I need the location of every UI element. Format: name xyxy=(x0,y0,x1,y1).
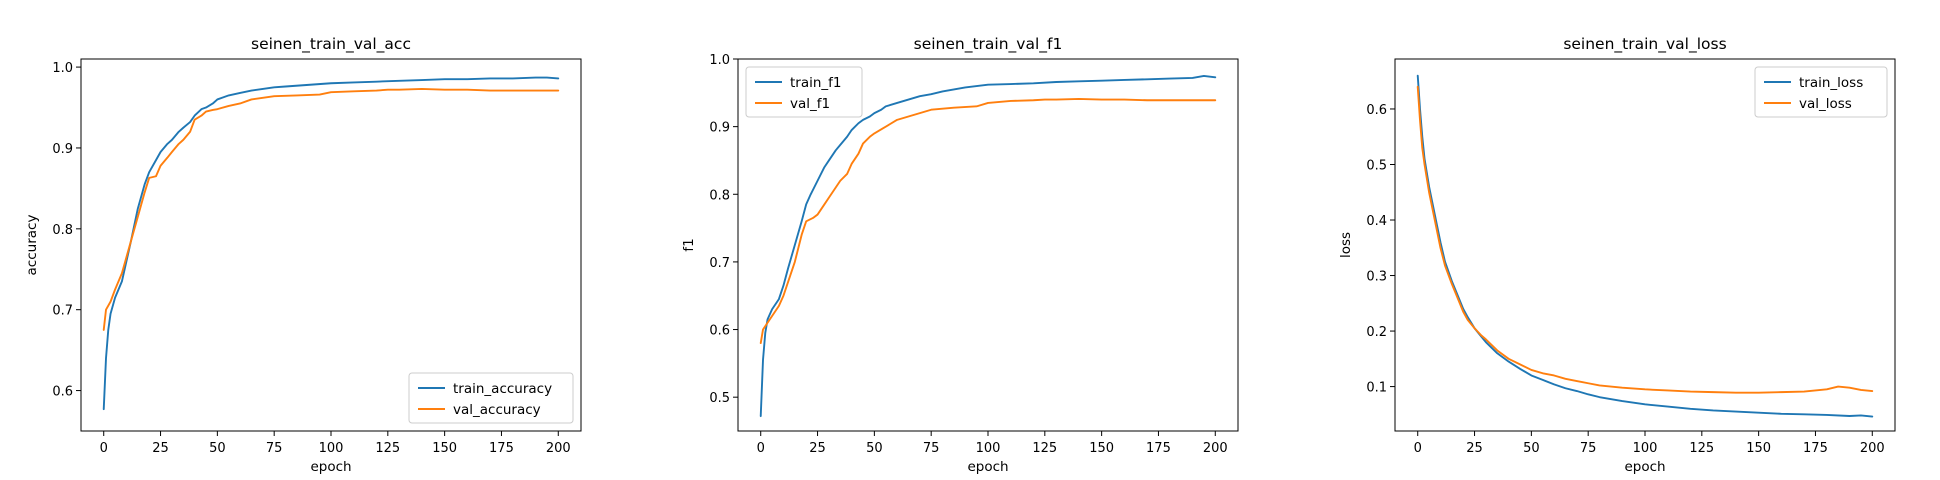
y-tick-label: 0.8 xyxy=(52,223,73,238)
x-tick-label: 25 xyxy=(152,441,169,456)
x-tick-label: 125 xyxy=(1032,441,1057,456)
plot-loss: seinen_train_val_loss epoch loss 0 25 50 75… xyxy=(1338,35,1896,475)
y-tick-label: 0.7 xyxy=(709,256,730,271)
plot-f1: seinen_train_val_f1 epoch f1 0 25 50 75 100 1… xyxy=(681,35,1239,475)
plot-area: 0 25 50 75 100 125 150 175 200 0.6 0.7 0.8 0.9 1.0 tra… xyxy=(52,58,582,456)
y-tick-label: 1.0 xyxy=(52,61,73,76)
x-tick-label: 200 xyxy=(1203,441,1228,456)
legend-label-train_accuracy: train_accuracy xyxy=(453,381,552,397)
chart-title: seinen_train_val_acc xyxy=(251,35,411,54)
series-line-val_loss xyxy=(1416,85,1874,394)
series-line-val_f1 xyxy=(759,97,1217,345)
chart-title: seinen_train_val_f1 xyxy=(914,35,1063,54)
x-tick-label: 0 xyxy=(757,441,765,456)
legend: train_f1 val_f1 xyxy=(745,66,863,118)
series-line-train_f1 xyxy=(759,74,1217,418)
legend-label-val_loss: val_loss xyxy=(1799,96,1852,112)
series-line-val_accuracy xyxy=(102,87,560,331)
x-tick-label: 100 xyxy=(319,441,344,456)
x-tick-label: 50 xyxy=(866,441,883,456)
plot-area: 0 25 50 75 100 125 150 175 200 0.5 0.6 0.7 0.8 0.9 1.0… xyxy=(709,53,1239,456)
y-axis-label: f1 xyxy=(681,238,697,251)
x-tick-label: 125 xyxy=(1689,441,1714,456)
y-tick-label: 0.5 xyxy=(1366,158,1387,173)
x-tick-label: 75 xyxy=(266,441,283,456)
x-tick-label: 200 xyxy=(546,441,571,456)
x-axis-label: epoch xyxy=(310,459,351,475)
x-tick-label: 200 xyxy=(1860,441,1885,456)
y-tick-label: 0.2 xyxy=(1366,325,1387,340)
legend-label-val_f1: val_f1 xyxy=(790,96,830,112)
x-tick-label: 150 xyxy=(1089,441,1114,456)
x-tick-label: 175 xyxy=(1146,441,1171,456)
chart-title: seinen_train_val_loss xyxy=(1563,35,1726,54)
y-tick-label: 0.4 xyxy=(1366,214,1387,229)
legend-box xyxy=(745,66,863,118)
y-tick-label: 0.9 xyxy=(52,142,73,157)
x-axis-label: epoch xyxy=(967,459,1008,475)
x-tick-label: 75 xyxy=(923,441,940,456)
y-tick-label: 1.0 xyxy=(709,53,730,68)
x-tick-label: 25 xyxy=(809,441,826,456)
y-tick-label: 0.3 xyxy=(1366,270,1387,285)
y-axis-label: loss xyxy=(1338,232,1354,258)
x-tick-label: 0 xyxy=(100,441,108,456)
series-line-train_accuracy xyxy=(102,76,560,411)
x-tick-label: 100 xyxy=(1633,441,1658,456)
plot-area: 0 25 50 75 100 125 150 175 200 0.1 0.2 0.3 0.4 0.5 0.6… xyxy=(1366,58,1896,456)
legend-label-train_f1: train_f1 xyxy=(790,75,842,91)
legend-box xyxy=(1754,66,1888,118)
x-tick-label: 0 xyxy=(1414,441,1422,456)
x-tick-label: 100 xyxy=(976,441,1001,456)
y-tick-label: 0.7 xyxy=(52,304,73,319)
legend: train_accuracy val_accuracy xyxy=(408,372,574,424)
x-tick-label: 150 xyxy=(1746,441,1771,456)
y-axis-label: accuracy xyxy=(24,215,40,276)
x-axis-label: epoch xyxy=(1624,459,1665,475)
x-tick-label: 175 xyxy=(1803,441,1828,456)
y-tick-label: 0.5 xyxy=(709,391,730,406)
y-tick-label: 0.9 xyxy=(709,121,730,136)
legend-label-val_accuracy: val_accuracy xyxy=(453,402,541,418)
x-tick-label: 50 xyxy=(209,441,226,456)
y-tick-label: 0.6 xyxy=(1366,103,1387,118)
x-tick-label: 150 xyxy=(432,441,457,456)
plot-accuracy: seinen_train_val_acc epoch accuracy 0 25 5… xyxy=(24,35,582,475)
legend-label-train_loss: train_loss xyxy=(1799,75,1863,91)
x-tick-label: 175 xyxy=(489,441,514,456)
legend: train_loss val_loss xyxy=(1754,66,1888,118)
x-tick-label: 125 xyxy=(375,441,400,456)
x-tick-label: 75 xyxy=(1580,441,1597,456)
y-tick-label: 0.6 xyxy=(709,324,730,339)
y-tick-label: 0.1 xyxy=(1366,381,1387,396)
series-line-train_loss xyxy=(1416,74,1874,418)
y-tick-label: 0.6 xyxy=(52,385,73,400)
x-tick-label: 25 xyxy=(1466,441,1483,456)
legend-box xyxy=(408,372,574,424)
y-tick-label: 0.8 xyxy=(709,188,730,203)
x-tick-label: 50 xyxy=(1523,441,1540,456)
